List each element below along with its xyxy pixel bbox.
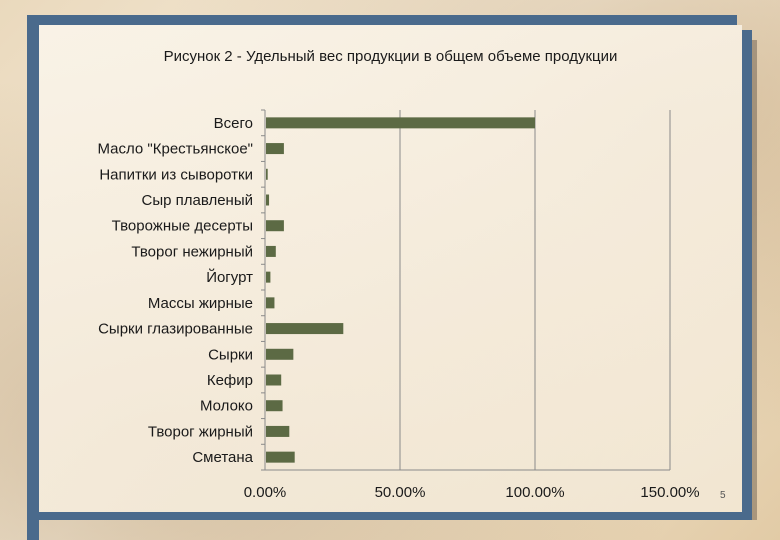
category-label: Сырки xyxy=(208,346,253,363)
category-label: Сметана xyxy=(192,449,253,466)
bar xyxy=(266,194,270,206)
category-label: Сыр плавленый xyxy=(141,192,253,209)
category-label: Масло "Крестьянское" xyxy=(97,141,253,158)
frame-right-bar xyxy=(742,30,752,520)
frame-left-bar xyxy=(27,15,39,540)
bar xyxy=(266,143,284,155)
category-label: Творог нежирный xyxy=(131,243,253,260)
bar xyxy=(266,400,283,412)
category-label: Всего xyxy=(214,115,253,132)
category-label: Молоко xyxy=(200,398,253,415)
x-tick-label: 50.00% xyxy=(375,484,426,501)
axes xyxy=(261,109,670,471)
bar xyxy=(266,374,282,386)
x-tick-label: 100.00% xyxy=(505,484,564,501)
slide-number: 5 xyxy=(720,490,726,501)
bar xyxy=(266,425,290,437)
bar xyxy=(266,117,535,129)
bar xyxy=(266,271,271,283)
bar xyxy=(266,168,268,180)
category-label: Йогурт xyxy=(206,268,253,286)
category-label: Напитки из сыворотки xyxy=(99,166,253,183)
frame-top-bar xyxy=(27,15,737,25)
category-label: Кефир xyxy=(207,372,253,389)
bar xyxy=(266,323,344,335)
x-tick-label: 0.00% xyxy=(244,484,287,501)
bar xyxy=(266,348,294,360)
frame-right-shadow xyxy=(752,40,757,520)
category-label: Массы жирные xyxy=(148,295,253,312)
grid-lines xyxy=(399,110,671,470)
tick-labels: 0.00% 50.00% 100.00% 150.00% xyxy=(244,484,700,501)
chart-panel xyxy=(39,25,742,512)
bars xyxy=(266,117,535,463)
category-labels: Всего Масло "Крестьянское" Напитки из сыво… xyxy=(97,115,253,466)
chart-title: Рисунок 2 - Удельный вес продукции в общ… xyxy=(163,48,618,65)
bar xyxy=(266,451,295,463)
bar xyxy=(266,245,276,257)
frame-bottom-bar xyxy=(27,512,752,520)
x-tick-label: 150.00% xyxy=(640,484,699,501)
category-label: Сырки глазированные xyxy=(98,321,253,338)
bar xyxy=(266,220,284,232)
bar xyxy=(266,297,275,309)
category-label: Творог жирный xyxy=(148,423,253,440)
category-label: Творожные десерты xyxy=(112,218,253,235)
